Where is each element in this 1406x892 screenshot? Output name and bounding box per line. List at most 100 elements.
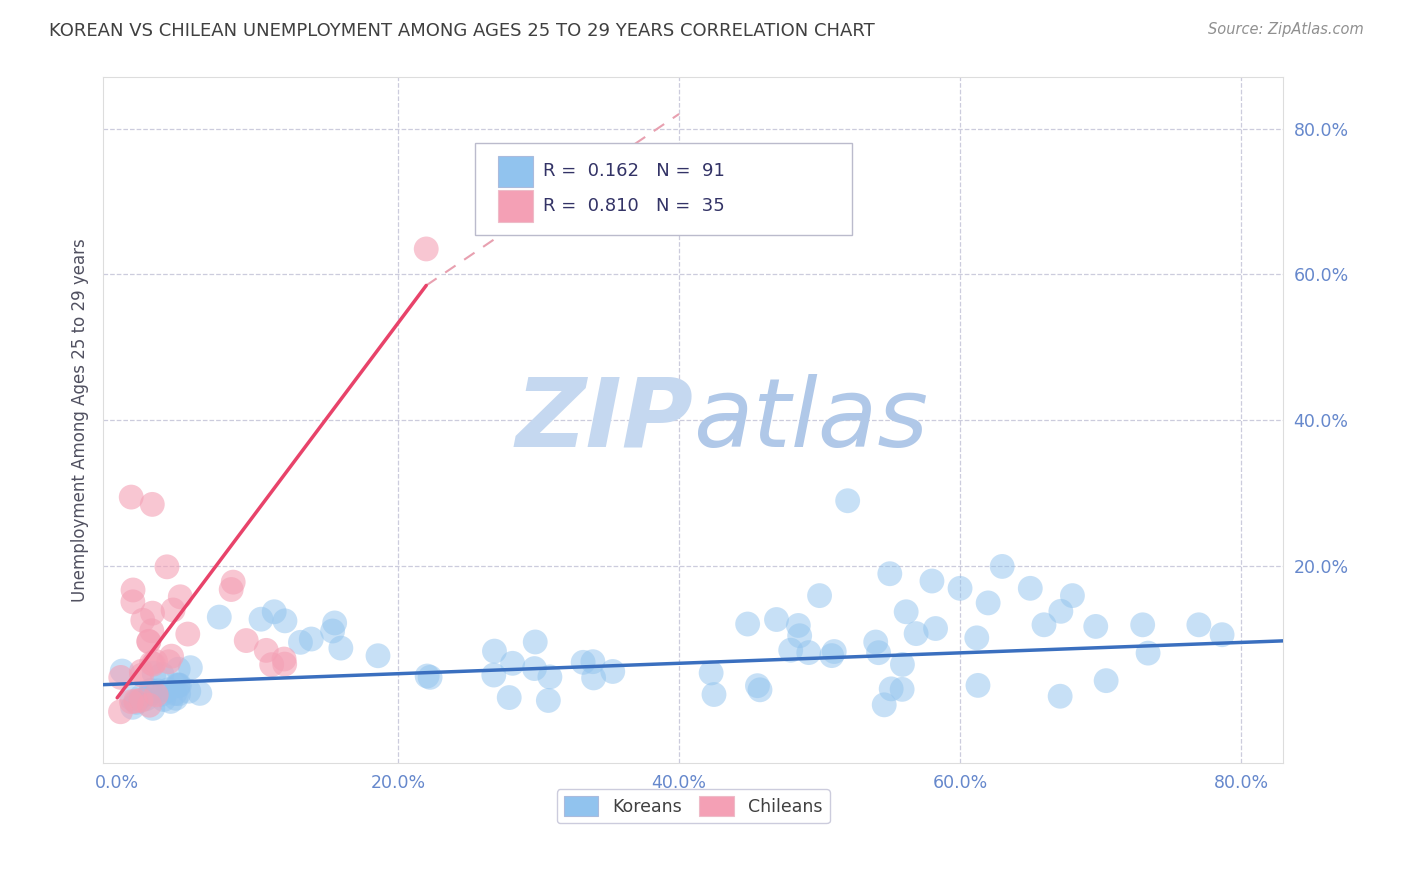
Point — [808, 589, 831, 603]
Point — [250, 612, 273, 626]
Point — [1132, 617, 1154, 632]
Point — [1062, 589, 1084, 603]
Point — [165, 691, 187, 706]
Point — [121, 700, 143, 714]
Point — [141, 624, 163, 638]
Point — [1033, 617, 1056, 632]
Point — [879, 566, 901, 581]
Point — [139, 683, 162, 698]
Point — [138, 634, 160, 648]
Point — [167, 679, 190, 693]
Text: ZIP: ZIP — [515, 374, 693, 467]
Point — [837, 493, 859, 508]
Point — [150, 687, 173, 701]
Point — [416, 669, 439, 683]
Point — [179, 661, 201, 675]
Point — [873, 698, 896, 712]
Point — [177, 684, 200, 698]
Point — [484, 644, 506, 658]
Point — [138, 634, 160, 648]
Point — [538, 670, 561, 684]
Point — [145, 654, 167, 668]
Point — [779, 643, 801, 657]
Point — [124, 694, 146, 708]
Point — [163, 686, 186, 700]
Point — [125, 695, 148, 709]
Point — [323, 615, 346, 630]
Point — [865, 635, 887, 649]
Point — [322, 624, 344, 638]
Point — [789, 629, 811, 643]
Point — [823, 644, 845, 658]
Point — [111, 664, 134, 678]
Point — [122, 595, 145, 609]
Point — [797, 646, 820, 660]
Legend: Koreans, Chileans: Koreans, Chileans — [557, 789, 830, 823]
Point — [141, 606, 163, 620]
Point — [129, 693, 152, 707]
Point — [1049, 690, 1071, 704]
Point — [1211, 628, 1233, 642]
Point — [142, 701, 165, 715]
Point — [367, 648, 389, 663]
Point — [260, 657, 283, 672]
Point — [235, 633, 257, 648]
Point — [273, 657, 295, 672]
Point — [135, 691, 157, 706]
Point — [219, 582, 242, 597]
Point — [157, 682, 180, 697]
Point — [905, 626, 928, 640]
FancyBboxPatch shape — [499, 155, 533, 187]
Point — [188, 686, 211, 700]
Point — [120, 490, 142, 504]
Point — [157, 655, 180, 669]
Point — [765, 613, 787, 627]
Point — [160, 649, 183, 664]
Point — [152, 692, 174, 706]
Point — [1095, 673, 1118, 688]
FancyBboxPatch shape — [499, 190, 533, 221]
Point — [482, 668, 505, 682]
Point — [167, 687, 190, 701]
Point — [523, 662, 546, 676]
Point — [132, 613, 155, 627]
Point — [121, 691, 143, 706]
Point — [891, 682, 914, 697]
Point — [167, 662, 190, 676]
Point — [222, 575, 245, 590]
Point — [749, 682, 772, 697]
Point — [1137, 646, 1160, 660]
Point — [880, 681, 903, 696]
Point — [602, 665, 624, 679]
Point — [142, 657, 165, 671]
Point — [821, 648, 844, 663]
Point — [120, 695, 142, 709]
Point — [139, 687, 162, 701]
Point — [131, 668, 153, 682]
Point — [110, 670, 132, 684]
Point — [141, 656, 163, 670]
Point — [122, 582, 145, 597]
Point — [891, 657, 914, 672]
Point — [700, 665, 723, 680]
Point — [129, 690, 152, 704]
Text: KOREAN VS CHILEAN UNEMPLOYMENT AMONG AGES 25 TO 29 YEARS CORRELATION CHART: KOREAN VS CHILEAN UNEMPLOYMENT AMONG AGE… — [49, 22, 875, 40]
Point — [737, 617, 759, 632]
Point — [162, 603, 184, 617]
Point — [274, 614, 297, 628]
Point — [991, 559, 1014, 574]
Point — [582, 655, 605, 669]
Point — [896, 605, 918, 619]
Point — [967, 678, 990, 692]
Point — [159, 694, 181, 708]
Point — [582, 671, 605, 685]
Point — [169, 678, 191, 692]
Point — [1188, 617, 1211, 632]
Point — [156, 559, 179, 574]
Point — [924, 622, 946, 636]
Point — [537, 693, 560, 707]
Point — [966, 631, 988, 645]
Point — [138, 698, 160, 713]
Text: Source: ZipAtlas.com: Source: ZipAtlas.com — [1208, 22, 1364, 37]
Point — [299, 632, 322, 646]
